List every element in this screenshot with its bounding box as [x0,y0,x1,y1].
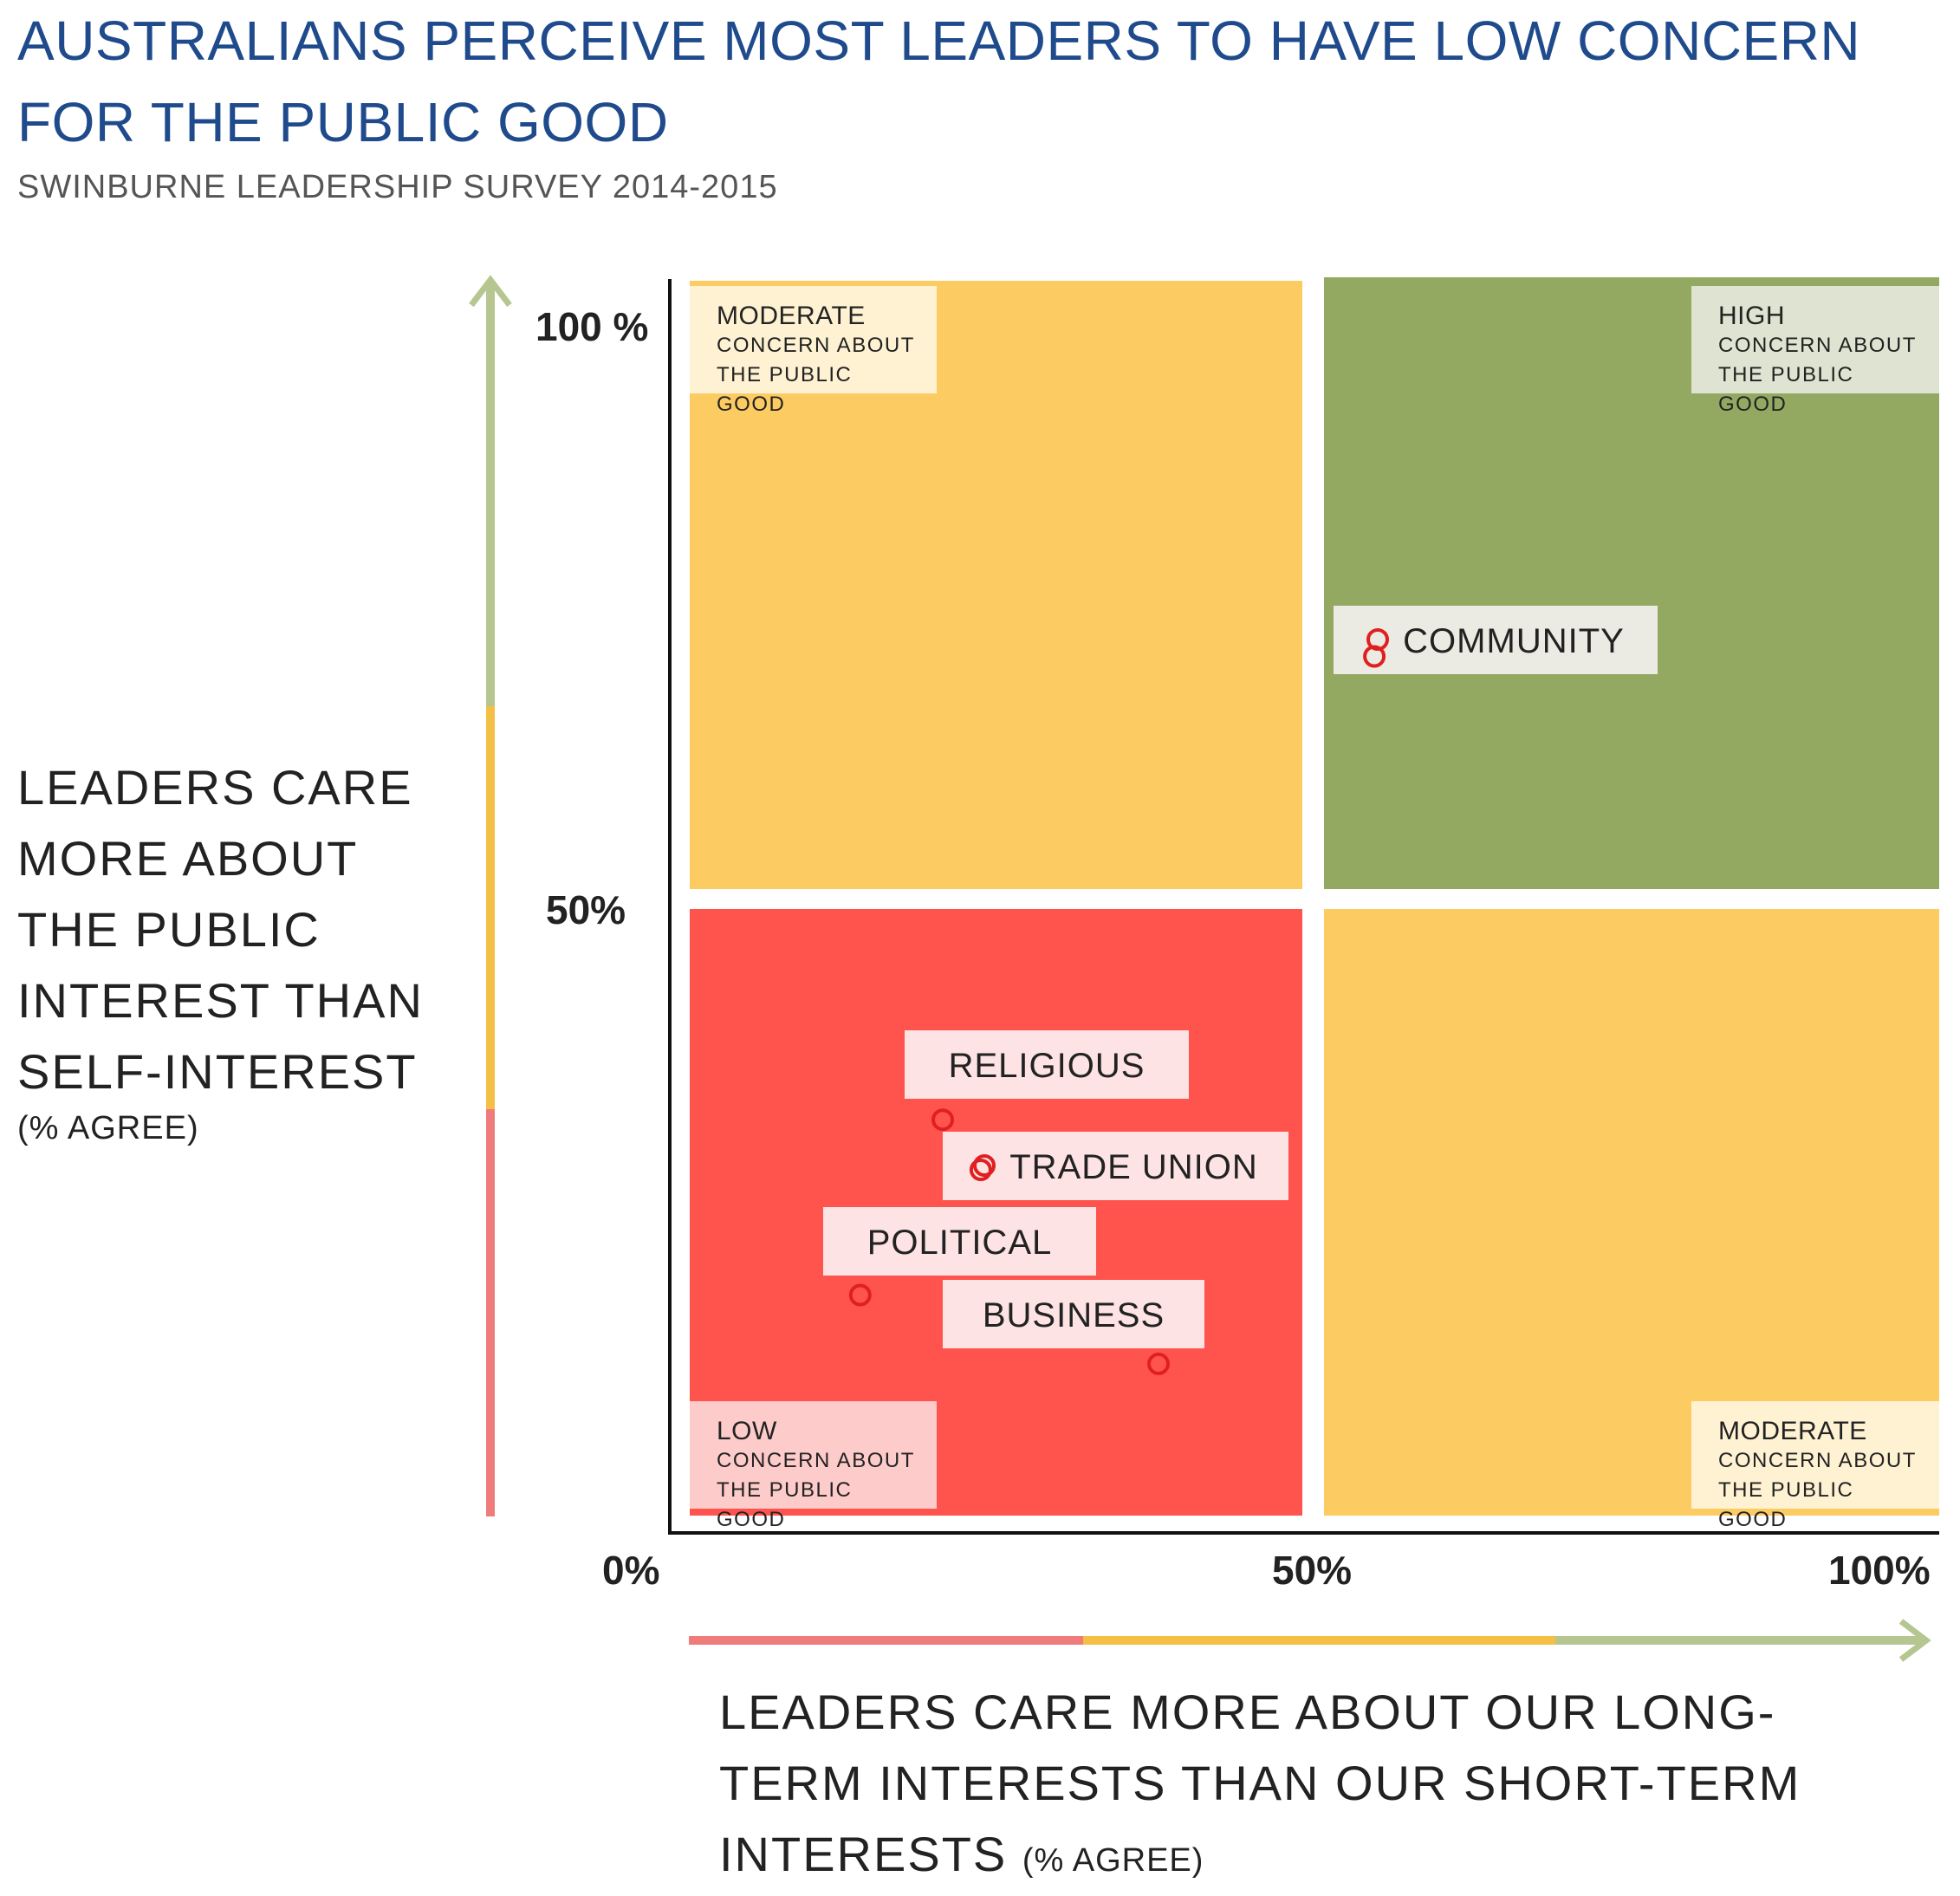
quadrant-level-bottom-right: MODERATE [1718,1417,1867,1445]
y-arrow-head [469,275,512,308]
chart-subtitle: SWINBURNE LEADERSHIP SURVEY 2014-2015 [17,169,778,205]
point-label-political: POLITICAL [823,1207,1096,1275]
y-axis-label: LEADERS CARE MORE ABOUT THE PUBLIC INTER… [17,752,468,1149]
x-axis-label: LEADERS CARE MORE ABOUT OUR LONG-TERM IN… [719,1677,1846,1896]
label-bg-business [943,1280,1204,1348]
quadrant-tag-bottom-left: LOW CONCERN ABOUT THE PUBLIC GOOD [690,1401,937,1531]
y-tick-50: 50% [546,887,626,932]
chart-title: AUSTRALIANS PERCEIVE MOST LEADERS TO HAV… [17,10,1861,153]
quadrant-tag-bg-top-left [690,286,937,393]
quadrant-level-bottom-left: LOW [717,1417,777,1445]
marker-ring-icon [1366,628,1390,652]
quadrant-tag-bg-bottom-left [690,1401,937,1509]
label-bg-political [823,1207,1096,1276]
point-label-business: BUSINESS [943,1280,1204,1347]
x-tick-100: 100% [1828,1548,1931,1593]
quadrant-tag-bottom-right: MODERATE CONCERN ABOUT THE PUBLIC GOOD [1691,1401,1938,1531]
quadrant-desc-top-left: CONCERN ABOUT THE PUBLIC GOOD [717,334,915,416]
quadrant-level-top-right: HIGH [1718,302,1785,330]
data-point-business [1147,1352,1170,1375]
x-tick-0: 0% [602,1548,660,1593]
y-tick-100: 100 % [535,304,649,349]
quadrant-level-top-left: MODERATE [717,302,866,330]
x-axis-label-text: LEADERS CARE MORE ABOUT OUR LONG-TERM IN… [719,1685,1801,1881]
data-point-religious [931,1108,954,1132]
quadrant-tag-top-left: MODERATE CONCERN ABOUT THE PUBLIC GOOD [690,286,937,416]
point-label-trade-union: TRADE UNION [943,1132,1288,1199]
label-bg-religious [905,1030,1189,1099]
point-label-text: COMMUNITY [1403,622,1625,660]
label-bg-trade-union [943,1132,1288,1200]
x-arrow-head [1898,1619,1931,1662]
point-label-religious: RELIGIOUS [905,1030,1189,1098]
quadrant-desc-top-right: CONCERN ABOUT THE PUBLIC GOOD [1718,334,1917,416]
quadrant-tag-bg-top-right [1691,286,1939,393]
point-label-text: RELIGIOUS [948,1047,1145,1085]
point-label-text: BUSINESS [982,1296,1165,1334]
point-label-community: COMMUNITY [1334,606,1658,673]
quadrant-desc-bottom-left: CONCERN ABOUT THE PUBLIC GOOD [717,1449,915,1531]
quadrant-tag-top-right: HIGH CONCERN ABOUT THE PUBLIC GOOD [1691,286,1938,416]
point-label-text: TRADE UNION [1009,1148,1258,1186]
marker-ring-icon [973,1154,996,1178]
data-point-political [848,1283,872,1307]
quadrant-desc-bottom-right: CONCERN ABOUT THE PUBLIC GOOD [1718,1449,1917,1531]
point-label-text: POLITICAL [866,1224,1053,1262]
y-axis-label-text: LEADERS CARE MORE ABOUT THE PUBLIC INTER… [17,760,424,1099]
y-axis-label-note: (% AGREE) [17,1110,199,1146]
x-tick-50: 50% [1272,1548,1353,1593]
quadrant-tag-bg-bottom-right [1691,1401,1939,1509]
x-axis-label-note: (% AGREE) [1022,1842,1204,1879]
